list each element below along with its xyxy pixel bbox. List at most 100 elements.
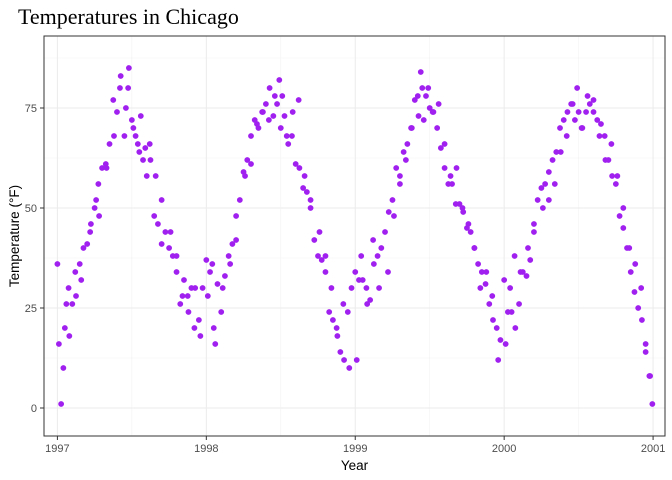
data-point [218,309,225,315]
data-point [203,257,210,263]
data-point [166,245,172,251]
data-point [73,293,79,299]
data-point [134,141,141,147]
data-point [647,373,654,379]
data-point [292,161,299,167]
data-point [501,277,508,283]
data-point [222,273,228,279]
data-point [563,133,570,139]
data-point [341,357,347,363]
data-point [58,401,65,407]
data-point [620,205,627,211]
data-point [493,325,500,331]
data-point [142,145,149,151]
data-point [475,261,482,267]
data-point [434,125,441,131]
data-point [173,269,180,275]
major-gridlines [44,36,665,436]
data-point [322,269,329,275]
data-point [575,109,582,115]
data-point [363,285,370,291]
x-tick-label: 1999 [343,443,367,455]
y-tick-label: 0 [31,403,37,415]
x-tick-label: 2000 [492,443,516,455]
data-point [477,285,484,291]
data-point [69,301,76,307]
chart-title: Temperatures in Chicago [18,4,239,29]
data-point [639,317,645,323]
data-point [54,261,61,267]
plot-border [43,35,666,437]
data-point [72,269,79,275]
data-point [393,165,400,171]
data-point [596,133,603,139]
data-point [642,349,649,355]
data-point [229,241,236,247]
data-point [296,165,303,171]
data-point [616,213,623,219]
data-point [281,113,288,119]
data-point [364,301,371,307]
data-point [583,109,589,115]
data-point [642,341,649,347]
data-point [328,285,335,291]
data-point [586,101,593,107]
data-point [111,133,117,139]
data-point [402,157,409,163]
data-point [397,181,403,187]
data-point [295,97,302,103]
data-point [516,301,522,307]
data-point [534,197,541,203]
data-point [147,157,154,163]
data-point [130,125,137,131]
plot-panel [44,36,665,436]
data-point [420,117,427,123]
data-point [283,133,290,139]
data-point [106,141,113,147]
data-point [265,117,272,123]
data-point [425,85,432,91]
data-point [512,325,519,331]
data-point [114,109,120,115]
data-point [80,245,87,251]
data-point [609,173,616,179]
data-point [352,269,359,275]
minor-gridlines [44,36,665,436]
data-point [191,325,198,331]
data-point [497,337,504,343]
data-point [137,113,144,119]
data-point [614,173,621,179]
data-point [128,117,135,123]
data-point [227,261,234,267]
x-tick-label: 1998 [194,443,218,455]
data-point [184,293,191,299]
data-point [277,125,284,131]
data-point [459,205,466,211]
data-point [471,245,478,251]
data-point [527,257,534,263]
data-point [557,125,563,131]
data-point [173,253,180,259]
data-point [598,121,604,127]
data-point [441,141,448,147]
data-point [627,269,634,275]
data-point [225,253,232,259]
data-point [212,341,219,347]
data-point [285,141,292,147]
data-point [590,109,597,115]
data-point [209,261,216,267]
data-point [542,181,549,187]
data-point [507,285,514,291]
data-point [370,261,377,267]
data-point [117,73,124,79]
data-point [590,97,597,103]
data-point [248,133,254,139]
y-tick-label: 50 [25,203,37,215]
data-point [502,341,509,347]
data-point [391,213,397,219]
data-point [400,149,407,155]
data-point [417,69,424,75]
data-point [465,221,472,227]
data-point [340,301,347,307]
data-point [316,229,323,235]
